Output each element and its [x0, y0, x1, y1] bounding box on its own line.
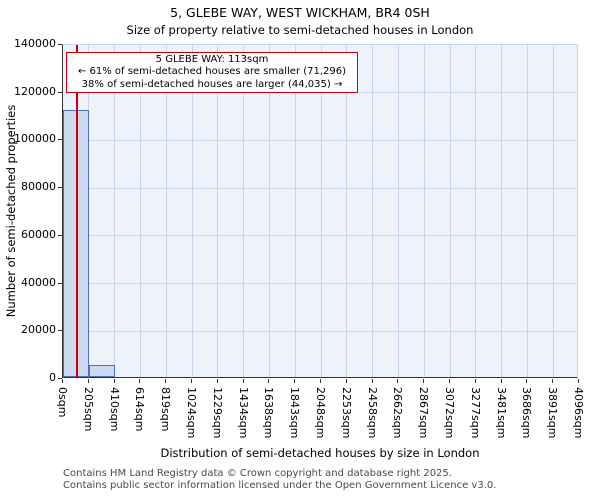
x-tick-mark [371, 379, 373, 383]
x-tick-label: 1434sqm [236, 387, 250, 439]
x-tick-label: 0sqm [56, 387, 69, 418]
footer-attribution-line-2: Contains public sector information licen… [63, 480, 497, 491]
x-axis-label: Distribution of semi-detached houses by … [160, 446, 480, 460]
y-tick-label: 80000 [21, 180, 56, 194]
x-gridline [320, 45, 322, 377]
y-tick-label: 40000 [21, 275, 56, 289]
x-tick-label: 1024sqm [185, 387, 198, 439]
x-gridline [294, 45, 296, 377]
x-tick-mark [526, 379, 528, 383]
y-tick-label: 60000 [21, 227, 56, 241]
x-tick-mark [474, 379, 476, 383]
y-tick-label: 120000 [14, 84, 56, 98]
x-gridline [449, 45, 451, 377]
footer-attribution-line-1: Contains HM Land Registry data © Crown c… [63, 468, 452, 479]
x-tick-mark [500, 379, 502, 383]
x-tick-mark [165, 379, 167, 383]
y-tick-mark [58, 91, 62, 93]
x-gridline [165, 45, 167, 377]
y-tick-mark [58, 44, 62, 45]
annotation-line-larger: 38% of semi-detached houses are larger (… [81, 78, 343, 90]
x-tick-mark [320, 379, 321, 383]
x-tick-label: 3686sqm [520, 387, 534, 439]
x-gridline [372, 45, 374, 377]
chart-subtitle: Size of property relative to semi-detach… [126, 23, 474, 37]
x-gridline [475, 45, 477, 377]
x-tick-label: 1843sqm [288, 387, 302, 439]
x-gridline [191, 45, 193, 377]
y-gridline [63, 283, 577, 285]
histogram-bar [63, 110, 89, 377]
x-tick-label: 3481sqm [494, 387, 508, 439]
x-gridline [243, 45, 245, 377]
x-gridline [397, 45, 399, 377]
x-gridline [268, 45, 270, 377]
x-gridline [346, 45, 348, 377]
y-tick-mark [58, 139, 62, 141]
x-tick-mark [552, 379, 554, 383]
x-tick-label: 2662sqm [391, 387, 405, 439]
x-gridline [552, 45, 554, 377]
x-tick-mark [578, 379, 579, 383]
y-gridline [63, 187, 577, 189]
x-tick-mark [268, 379, 270, 383]
x-gridline [88, 45, 90, 377]
y-tick-mark [58, 282, 62, 284]
x-tick-label: 819sqm [159, 387, 173, 432]
x-tick-mark [139, 379, 141, 383]
y-gridline [63, 330, 577, 332]
x-tick-mark [242, 379, 244, 383]
x-tick-label: 2458sqm [365, 387, 379, 439]
chart-title: 5, GLEBE WAY, WEST WICKHAM, BR4 0SH [170, 5, 430, 20]
x-tick-label: 2253sqm [339, 387, 353, 439]
x-gridline [526, 45, 528, 377]
histogram-bar [88, 365, 115, 377]
x-tick-mark [62, 379, 63, 383]
x-tick-mark [345, 379, 347, 383]
x-gridline [423, 45, 425, 377]
x-gridline [139, 45, 141, 377]
x-gridline [217, 45, 219, 377]
x-tick-mark [397, 379, 399, 383]
y-tick-mark [58, 234, 62, 236]
y-tick-label: 20000 [21, 323, 56, 337]
y-tick-label: 100000 [14, 132, 56, 146]
x-tick-label: 1638sqm [262, 387, 276, 439]
marker-annotation: 5 GLEBE WAY: 113sqm ← 61% of semi-detach… [66, 52, 358, 94]
x-tick-mark [294, 379, 296, 383]
x-gridline [114, 45, 116, 377]
plot-area [62, 44, 578, 378]
y-tick-label: 140000 [14, 37, 56, 50]
x-tick-label: 3891sqm [546, 387, 560, 439]
x-tick-label: 4096sqm [572, 387, 585, 439]
x-tick-mark [113, 379, 115, 383]
x-tick-label: 2867sqm [417, 387, 431, 439]
annotation-line-property: 5 GLEBE WAY: 113sqm [155, 54, 269, 65]
x-tick-mark [423, 379, 425, 383]
x-tick-mark [449, 379, 450, 383]
x-tick-label: 410sqm [107, 387, 121, 432]
property-size-marker-line [76, 45, 78, 377]
y-gridline [63, 235, 577, 237]
x-tick-label: 614sqm [133, 387, 147, 432]
x-tick-label: 205sqm [81, 387, 95, 432]
x-tick-mark [216, 379, 218, 383]
x-gridline [501, 45, 503, 377]
x-tick-label: 1229sqm [210, 387, 224, 439]
y-tick-label: 0 [49, 371, 56, 384]
y-tick-mark [58, 187, 62, 189]
x-tick-label: 3277sqm [468, 387, 482, 439]
y-tick-mark [58, 378, 62, 379]
x-tick-label: 3072sqm [443, 387, 456, 439]
y-gridline [63, 139, 577, 141]
annotation-line-smaller: ← 61% of semi-detached houses are smalle… [77, 66, 347, 78]
y-tick-mark [58, 330, 62, 332]
x-tick-mark [191, 379, 192, 383]
x-tick-label: 2048sqm [314, 387, 327, 439]
x-tick-mark [87, 379, 89, 383]
